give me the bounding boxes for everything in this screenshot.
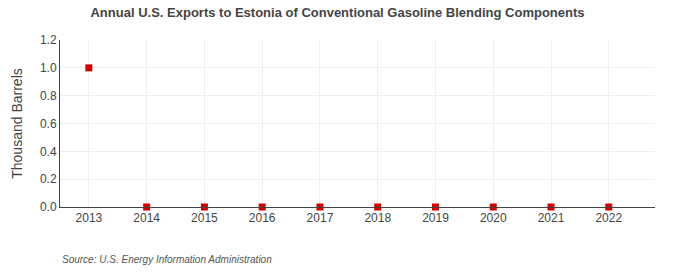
svg-text:2016: 2016 [249, 211, 276, 225]
svg-text:0.4: 0.4 [40, 145, 57, 159]
svg-text:Annual U.S. Exports to Estonia: Annual U.S. Exports to Estonia of Conven… [90, 5, 584, 20]
svg-text:Thousand Barrels: Thousand Barrels [9, 68, 25, 179]
svg-text:2013: 2013 [76, 211, 103, 225]
svg-text:Source: U.S. Energy Informatio: Source: U.S. Energy Information Administ… [62, 254, 272, 265]
svg-text:0.6: 0.6 [40, 117, 57, 131]
svg-text:1.2: 1.2 [40, 33, 57, 47]
svg-text:1.0: 1.0 [40, 61, 57, 75]
svg-text:0.8: 0.8 [40, 89, 57, 103]
svg-text:2020: 2020 [480, 211, 507, 225]
svg-text:0.0: 0.0 [40, 200, 57, 214]
svg-text:0.2: 0.2 [40, 172, 57, 186]
svg-text:2018: 2018 [364, 211, 391, 225]
svg-text:2022: 2022 [595, 211, 622, 225]
svg-text:2021: 2021 [538, 211, 565, 225]
svg-text:2014: 2014 [133, 211, 160, 225]
svg-text:2019: 2019 [422, 211, 449, 225]
svg-text:2015: 2015 [191, 211, 218, 225]
svg-text:2017: 2017 [307, 211, 334, 225]
